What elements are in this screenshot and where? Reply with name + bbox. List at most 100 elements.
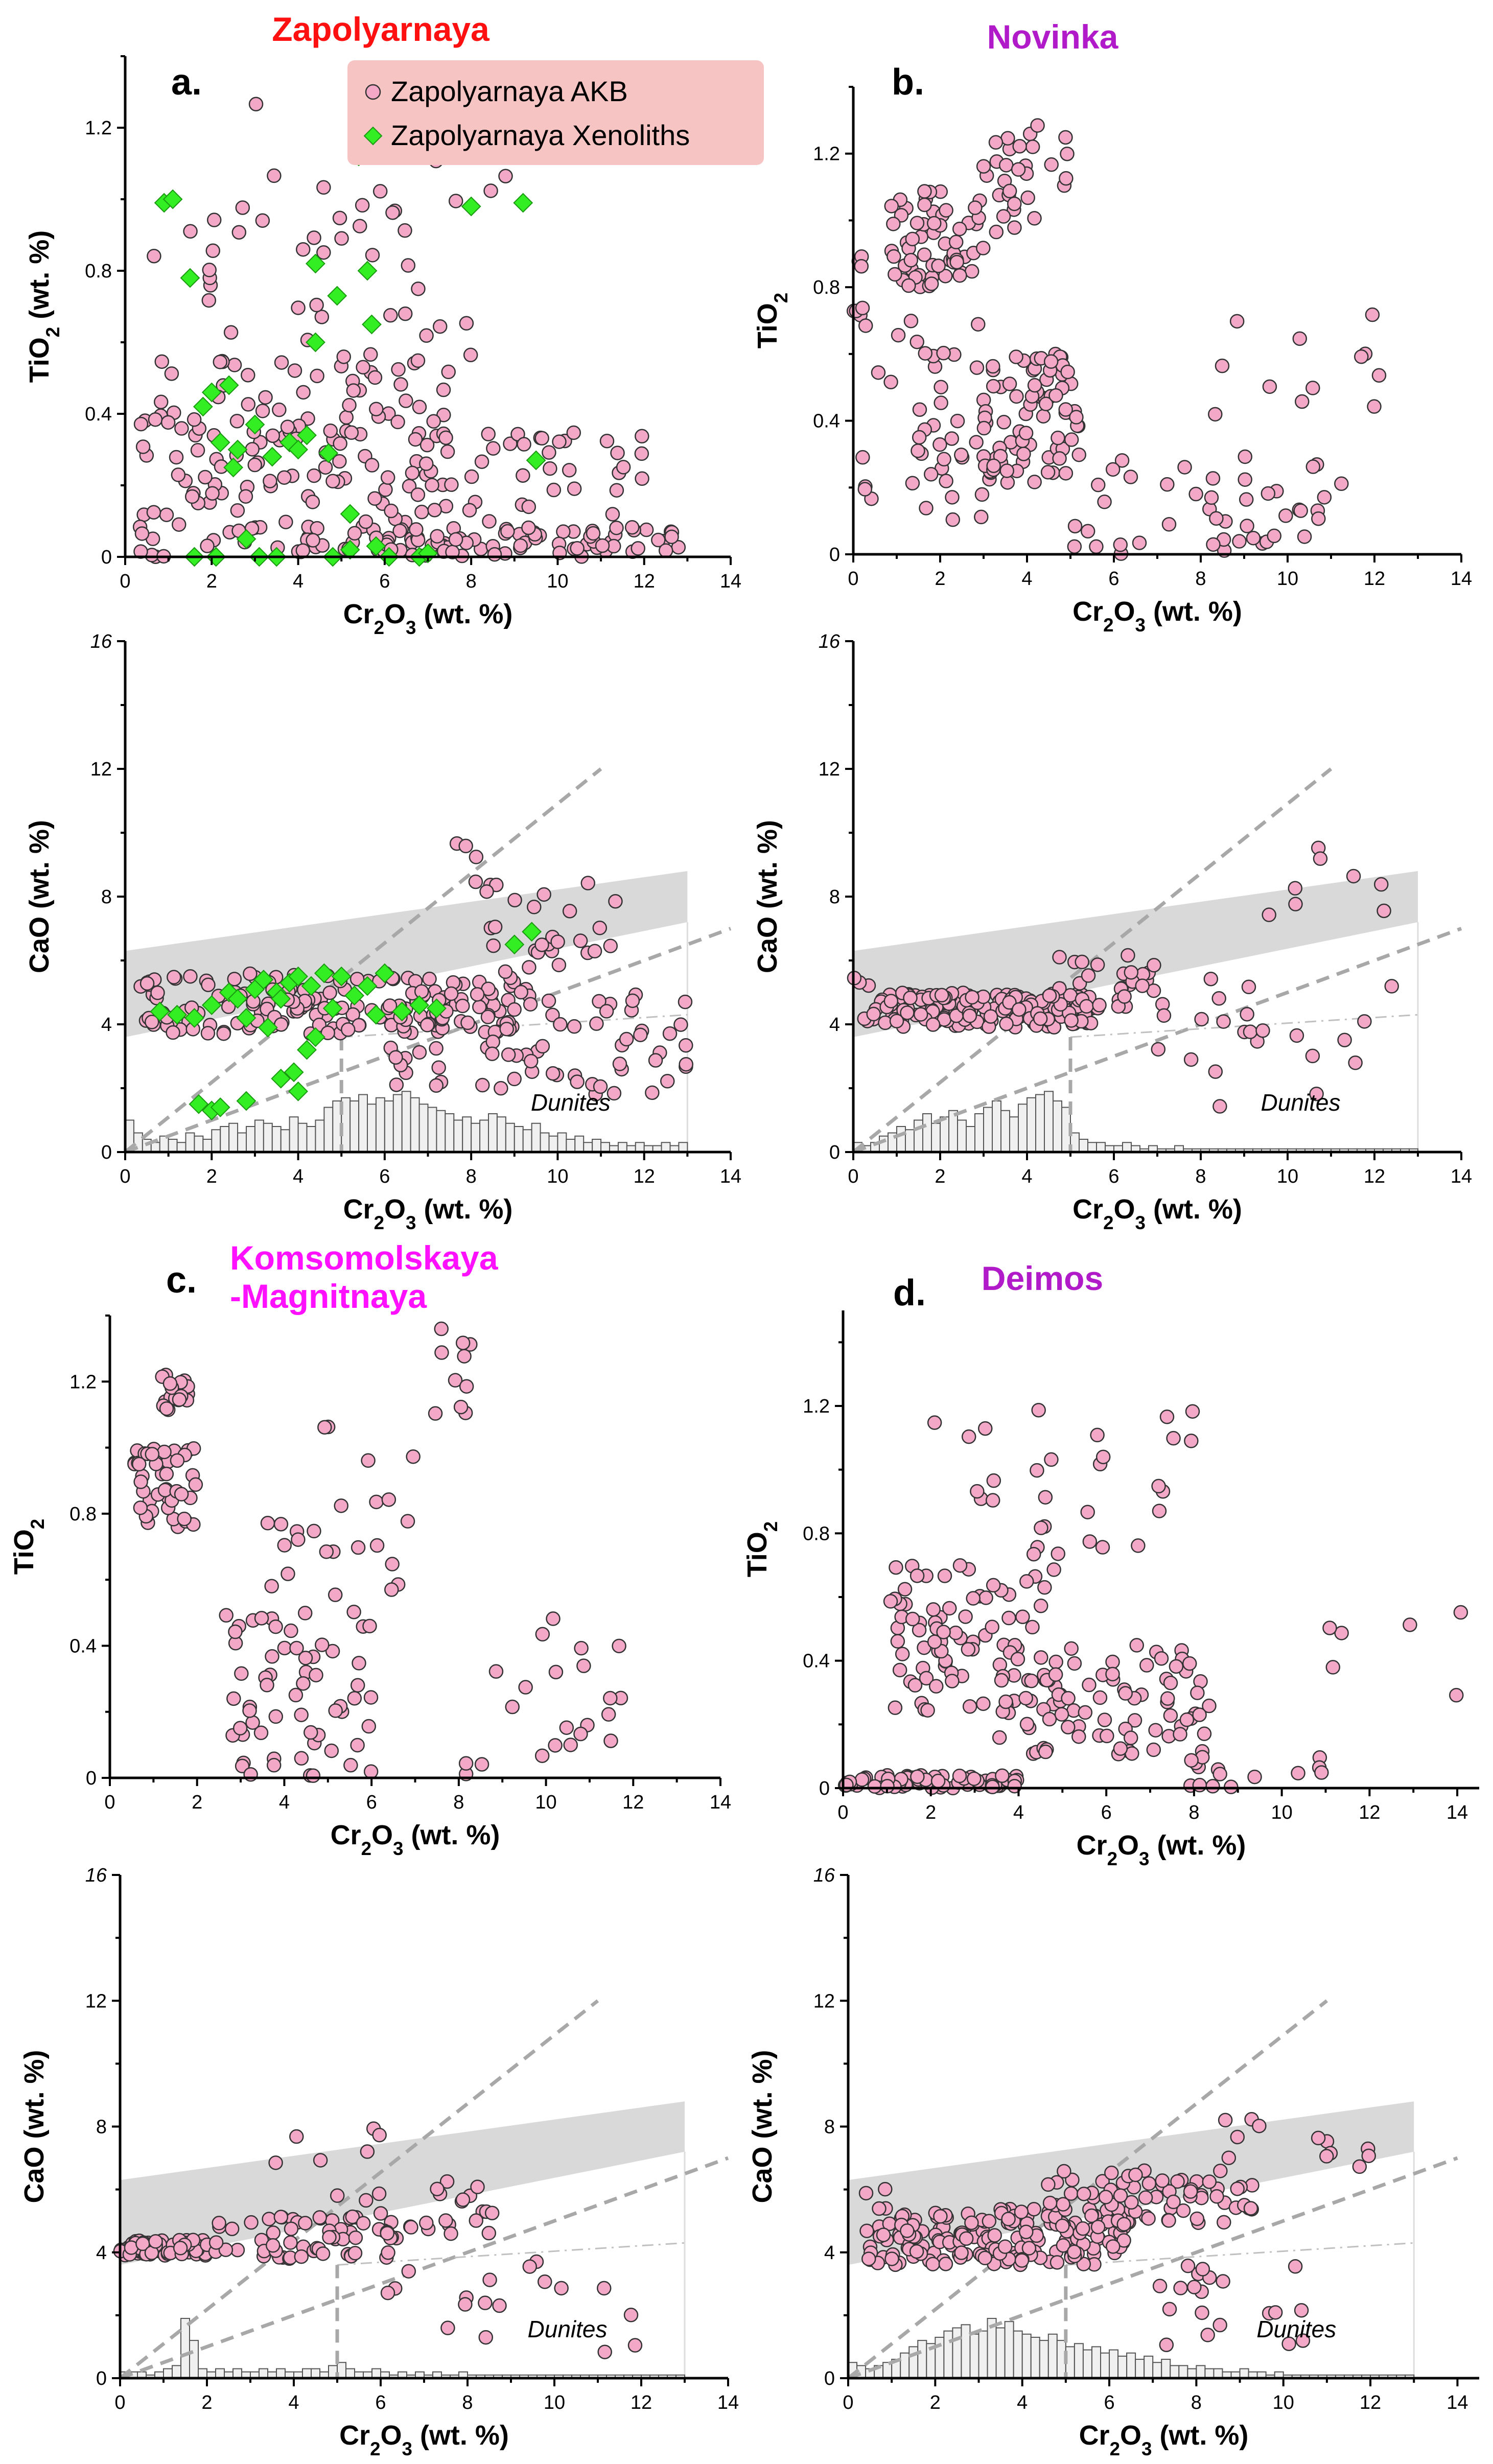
akb-point: [1159, 1410, 1175, 1424]
histogram-bar: [908, 2346, 919, 2379]
akb-point: [950, 413, 965, 429]
akb-point: [548, 1664, 564, 1680]
akb-point: [1314, 1765, 1329, 1780]
akb-point: [1205, 1779, 1220, 1794]
akb-point: [369, 1538, 385, 1553]
akb-point: [266, 1757, 282, 1773]
akb-point: [1295, 394, 1310, 409]
akb-point: [1014, 2253, 1030, 2268]
xenolith-point: [297, 425, 317, 445]
histogram-bar: [1109, 2349, 1119, 2379]
akb-point: [492, 2298, 507, 2313]
x-axis-title: Cr2O3 (wt. %): [1072, 596, 1242, 636]
akb-point: [878, 2181, 893, 2197]
akb-point: [201, 977, 216, 992]
akb-point: [390, 414, 405, 430]
akb-point: [937, 1568, 952, 1583]
akb-point: [996, 209, 1011, 224]
histogram-bar: [1213, 2368, 1223, 2379]
akb-point: [1038, 1744, 1053, 1759]
akb-point: [1019, 1574, 1034, 1589]
akb-point: [1128, 2167, 1143, 2183]
akb-point: [429, 1078, 444, 1093]
akb-point: [298, 1651, 313, 1665]
akb-point: [580, 876, 595, 890]
akb-point: [566, 425, 581, 440]
akb-point: [410, 487, 426, 502]
akb-point: [455, 998, 470, 1014]
akb-point: [226, 1691, 241, 1706]
akb-point: [645, 1085, 660, 1100]
akb-point: [1054, 1707, 1069, 1722]
akb-point: [1155, 2173, 1170, 2188]
akb-point: [962, 1699, 977, 1714]
akb-point: [1238, 449, 1253, 464]
akb-point: [673, 1017, 688, 1032]
akb-point: [356, 360, 370, 375]
akb-point: [1160, 1691, 1175, 1706]
histogram-bar: [1122, 1142, 1132, 1153]
akb-point: [147, 248, 161, 264]
akb-point: [1313, 851, 1328, 866]
akb-point: [518, 1680, 533, 1695]
akb-point: [1043, 354, 1059, 369]
akb-point: [385, 1557, 400, 1571]
x-tick-label: 2: [935, 1166, 945, 1187]
akb-point: [1212, 2317, 1227, 2333]
akb-point: [468, 874, 483, 889]
akb-point: [999, 158, 1014, 173]
y-tick-label: 0: [819, 1778, 830, 1799]
akb-point: [274, 1017, 289, 1032]
akb-point: [534, 1748, 550, 1763]
y-tick-label: 0: [86, 1768, 97, 1789]
x-tick-label: 14: [1447, 1802, 1468, 1823]
akb-point: [954, 448, 969, 462]
histogram-bar: [1009, 1116, 1019, 1153]
histogram-bar: [410, 1097, 420, 1153]
akb-point: [855, 450, 870, 465]
akb-point: [316, 245, 331, 260]
akb-point: [229, 414, 245, 429]
akb-point: [913, 1007, 928, 1022]
chart-c-bottom: 0 2 4 6 8 10 12 14 0 4 8 12 16 Cr2O3 (wt. %) CaO (wt. …: [19, 1865, 739, 2459]
akb-point: [488, 1664, 504, 1679]
histogram-bar: [896, 1126, 906, 1153]
akb-point: [425, 478, 439, 492]
histogram-bar: [1013, 2330, 1023, 2379]
akb-point: [552, 434, 567, 449]
akb-point: [1048, 1667, 1063, 1682]
akb-point: [977, 1421, 993, 1436]
akb-point: [242, 1703, 257, 1718]
akb-point: [363, 1764, 379, 1779]
xenolith-point: [271, 1068, 291, 1089]
akb-point: [562, 904, 577, 919]
panel-title: Deimos: [982, 1259, 1103, 1297]
akb-point: [360, 2144, 375, 2159]
akb-point: [1007, 220, 1022, 235]
akb-point: [1081, 968, 1096, 983]
histogram-bar: [471, 1122, 481, 1153]
x-tick-label: 6: [379, 1166, 390, 1187]
akb-point: [295, 242, 311, 257]
y-tick-label: 0.8: [803, 1523, 830, 1544]
akb-point: [999, 463, 1014, 478]
akb-point: [1194, 1012, 1209, 1027]
x-tick-label: 2: [192, 1792, 202, 1813]
akb-point: [1097, 1712, 1112, 1727]
akb-point: [349, 972, 365, 987]
akb-point: [545, 1007, 560, 1023]
akb-point: [891, 327, 906, 343]
akb-point: [339, 410, 354, 425]
akb-point: [1056, 2238, 1071, 2253]
akb-point: [283, 2235, 298, 2250]
akb-point: [679, 1057, 693, 1072]
akb-point: [1082, 1677, 1097, 1693]
y-tick-label: 0: [824, 2368, 835, 2389]
akb-point: [965, 990, 979, 1005]
akb-point: [223, 325, 239, 340]
akb-point: [884, 199, 899, 214]
histogram-bar: [384, 1100, 394, 1153]
akb-point: [213, 355, 228, 369]
akb-point: [658, 543, 673, 558]
akb-point: [264, 1579, 279, 1593]
